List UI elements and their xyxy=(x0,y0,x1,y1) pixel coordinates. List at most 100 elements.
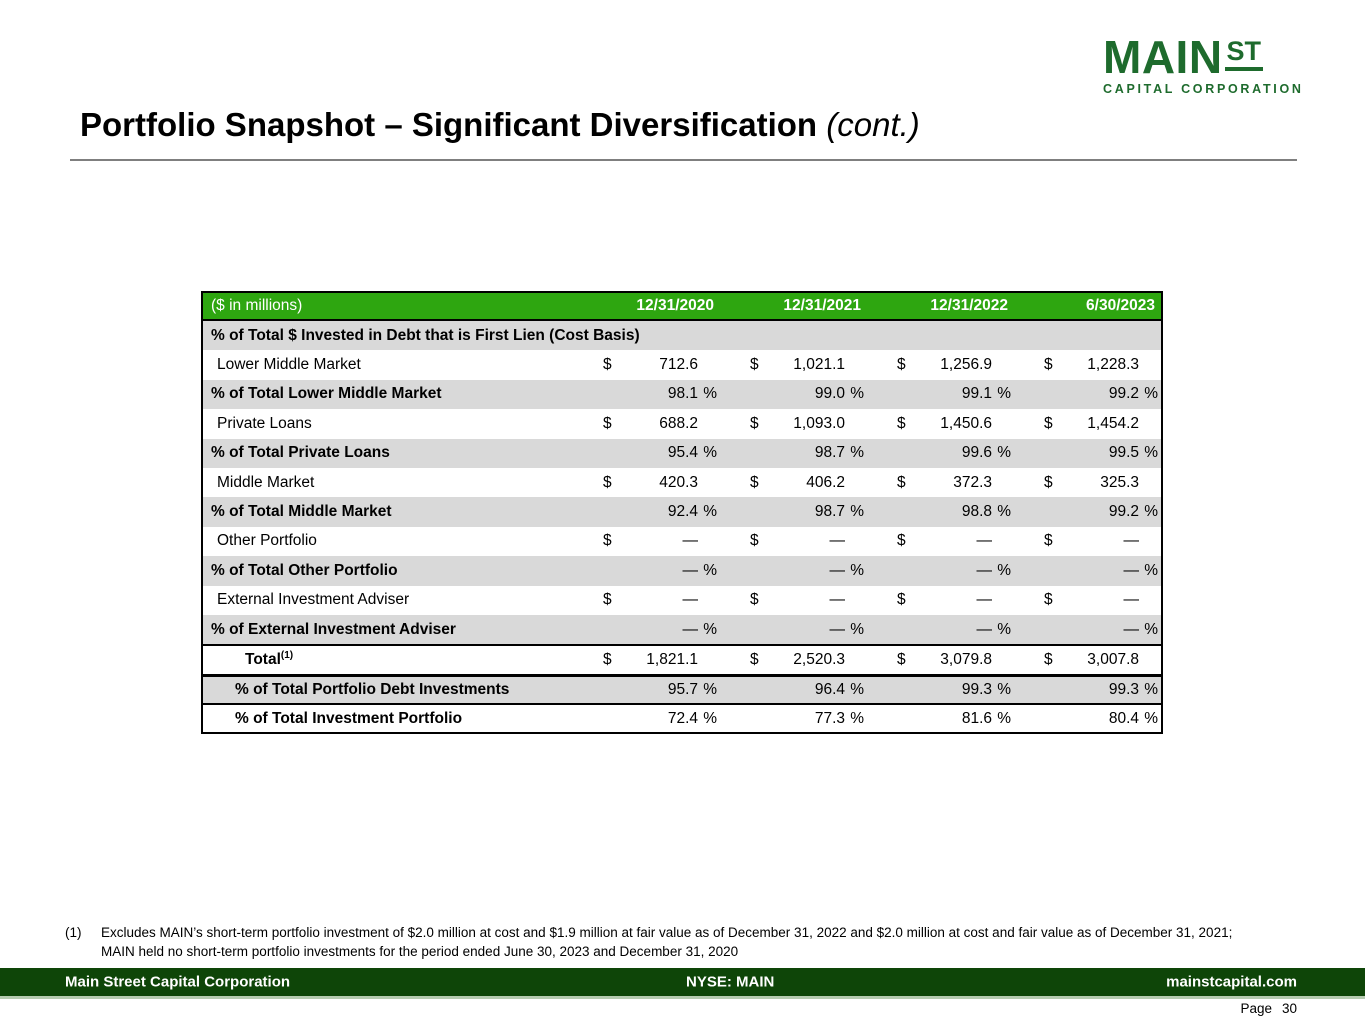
percent-symbol: % xyxy=(850,444,864,462)
value-cell: —% xyxy=(573,562,720,580)
percent-symbol: % xyxy=(997,709,1011,727)
cell-value: — xyxy=(1123,620,1140,638)
currency-symbol: $ xyxy=(750,532,759,550)
table-row: % of Total Lower Middle Market 98.1% 99.0%… xyxy=(203,379,1161,410)
table-row: % of Total Other Portfolio —% —% —% —% xyxy=(203,556,1161,586)
column-header-2022: 12/31/2022 xyxy=(930,297,1008,314)
value-cell: $ — xyxy=(573,591,720,609)
currency-symbol: $ xyxy=(1044,650,1053,668)
value-cell: 99.3% xyxy=(1014,681,1161,699)
cell-value: 99.1 xyxy=(961,385,992,403)
row-label: Lower Middle Market xyxy=(217,356,361,374)
percent-symbol: % xyxy=(997,444,1011,462)
row-label: % of Total Other Portfolio xyxy=(211,561,398,579)
section-header-label: % of Total $ Invested in Debt that is Fi… xyxy=(211,326,640,344)
value-cell: 81.6% xyxy=(867,710,1014,728)
footnote-marker: (1) xyxy=(65,925,82,940)
cell-value: — xyxy=(829,591,846,609)
value-cell: 99.2% xyxy=(1014,385,1161,403)
value-cell: 98.7% xyxy=(720,444,867,462)
value-cell: 96.4% xyxy=(720,681,867,699)
cell-value: 99.2 xyxy=(1108,385,1139,403)
cell-value: 95.4 xyxy=(667,444,698,462)
footnote-text: Excludes MAIN’s short-term portfolio inv… xyxy=(101,925,1233,959)
percent-symbol: % xyxy=(703,444,717,462)
table-row: Private Loans $688.2 $1,093.0 $1,450.6 $1,45… xyxy=(203,409,1161,438)
percent-symbol: % xyxy=(1144,620,1158,638)
value-cell: 98.1% xyxy=(573,385,720,403)
row-label: % of Total Investment Portfolio xyxy=(235,709,463,727)
value-cell: —% xyxy=(1014,562,1161,580)
currency-symbol: $ xyxy=(603,532,612,550)
column-header-2021: 12/31/2021 xyxy=(783,297,861,314)
cell-value: 1,450.6 xyxy=(940,414,992,432)
currency-symbol: $ xyxy=(897,532,906,550)
row-label: Other Portfolio xyxy=(217,532,317,550)
footer-ticker: NYSE: MAIN xyxy=(686,973,775,991)
percent-symbol: % xyxy=(703,561,717,579)
table-row: Total(1) $1,821.1 $2,520.3 $3,079.8 $3,007.8 xyxy=(203,644,1161,673)
value-cell: 98.7% xyxy=(720,503,867,521)
cell-value: — xyxy=(682,532,699,550)
cell-value: — xyxy=(829,620,846,638)
currency-symbol: $ xyxy=(603,591,612,609)
value-cell: $ — xyxy=(867,591,1014,609)
percent-symbol: % xyxy=(850,503,864,521)
page-indicator: Page 30 xyxy=(1240,1001,1297,1016)
percent-symbol: % xyxy=(850,680,864,698)
value-cell: $ — xyxy=(867,532,1014,550)
cell-value: 99.3 xyxy=(961,680,992,698)
value-cell: 72.4% xyxy=(573,710,720,728)
cell-value: 406.2 xyxy=(806,473,845,491)
footnote: (1) Excludes MAIN’s short-term portfolio… xyxy=(65,924,1240,962)
value-cell: $ — xyxy=(720,532,867,550)
row-label: % of Total Portfolio Debt Investments xyxy=(235,680,510,698)
currency-symbol: $ xyxy=(750,473,759,491)
percent-symbol: % xyxy=(703,620,717,638)
row-label: % of Total Middle Market xyxy=(211,503,392,521)
cell-value: 99.6 xyxy=(961,444,992,462)
cell-value: 98.1 xyxy=(667,385,698,403)
percent-symbol: % xyxy=(850,385,864,403)
cell-value: — xyxy=(682,591,699,609)
value-cell: —% xyxy=(720,621,867,639)
cell-value: 99.5 xyxy=(1108,444,1139,462)
value-cell: 77.3% xyxy=(720,710,867,728)
currency-symbol: $ xyxy=(1044,414,1053,432)
table-row: % of Total Private Loans 95.4% 98.7% 99.6% 9… xyxy=(203,438,1161,468)
currency-symbol: $ xyxy=(897,650,906,668)
percent-symbol: % xyxy=(703,503,717,521)
row-label: Middle Market xyxy=(217,473,315,491)
cell-value: 92.4 xyxy=(667,503,698,521)
value-cell: $1,093.0 xyxy=(720,415,867,433)
currency-symbol: $ xyxy=(897,414,906,432)
cell-value: — xyxy=(829,561,846,579)
value-cell: $1,821.1 xyxy=(573,651,720,669)
cell-value: 99.2 xyxy=(1108,503,1139,521)
cell-value: 3,007.8 xyxy=(1087,650,1139,668)
currency-symbol: $ xyxy=(750,650,759,668)
cell-value: — xyxy=(682,561,699,579)
value-cell: —% xyxy=(1014,621,1161,639)
value-cell: $ — xyxy=(1014,532,1161,550)
column-header-2020: 12/31/2020 xyxy=(636,297,714,314)
cell-value: 2,520.3 xyxy=(793,650,845,668)
cell-value: — xyxy=(1123,532,1140,550)
table-row: % of Total Middle Market 92.4% 98.7% 98.8% 9… xyxy=(203,497,1161,527)
currency-symbol: $ xyxy=(750,356,759,374)
percent-symbol: % xyxy=(850,709,864,727)
cell-value: 95.7 xyxy=(667,680,698,698)
cell-value: 3,079.8 xyxy=(940,650,992,668)
cell-value: 99.0 xyxy=(814,385,845,403)
percent-symbol: % xyxy=(997,680,1011,698)
footnote-reference: (1) xyxy=(280,650,294,662)
cell-value: 96.4 xyxy=(814,680,845,698)
value-cell: —% xyxy=(720,562,867,580)
value-cell: —% xyxy=(573,621,720,639)
cell-value: — xyxy=(1123,591,1140,609)
cell-value: 1,021.1 xyxy=(793,356,845,374)
cell-value: — xyxy=(1123,561,1140,579)
percent-symbol: % xyxy=(850,620,864,638)
cell-value: 325.3 xyxy=(1100,473,1139,491)
